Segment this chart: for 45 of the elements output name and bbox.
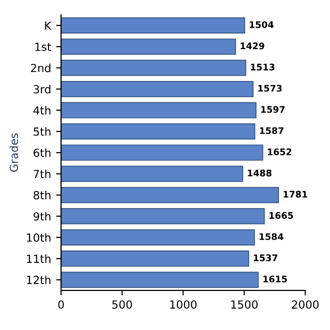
y-tick-label: 4th — [33, 106, 50, 114]
y-tick-label: 2nd — [30, 64, 50, 72]
bar — [61, 186, 279, 204]
data-label: 1584 — [260, 233, 284, 240]
bar — [61, 250, 250, 267]
bar — [61, 17, 246, 34]
x-tick-label: 1000 — [170, 300, 197, 309]
bar — [61, 208, 265, 224]
y-tick-label: 7th — [34, 170, 50, 178]
x-tick-label: 1500 — [231, 300, 258, 309]
data-label: 1573 — [258, 84, 282, 92]
data-label: 1488 — [248, 170, 272, 176]
y-tick-label: 9th — [34, 212, 50, 221]
data-label: 1652 — [268, 148, 292, 156]
bar — [61, 229, 255, 246]
y-tick-label: K — [45, 22, 52, 30]
x-tick-label: 2000 — [292, 300, 319, 309]
bar — [61, 272, 259, 288]
data-label: 1504 — [250, 21, 274, 28]
data-label: 1537 — [254, 254, 278, 262]
bar — [61, 38, 236, 55]
data-label: 1781 — [284, 190, 308, 198]
bar — [61, 123, 256, 140]
y-tick-label: 12th — [27, 276, 50, 284]
data-label: 1615 — [263, 276, 287, 282]
y-tick-label: 8th — [34, 190, 50, 200]
bar — [61, 102, 256, 118]
data-label: 1587 — [260, 127, 284, 134]
bar — [61, 80, 254, 98]
y-tick-label: 1st — [35, 42, 52, 52]
y-tick-label: 5th — [34, 127, 50, 136]
bar — [61, 144, 264, 161]
bar — [61, 60, 246, 76]
y-tick-label: 3rd — [34, 84, 50, 94]
y-tick-label: 11th — [27, 254, 50, 263]
data-label: 1665 — [270, 212, 294, 219]
data-label: 1513 — [250, 64, 274, 70]
y-tick-label: 6th — [34, 148, 50, 158]
data-label: 1597 — [261, 106, 285, 113]
x-tick-label: 0 — [58, 300, 64, 309]
y-tick-label: 10th — [27, 233, 50, 242]
bar — [61, 166, 244, 182]
data-label: 1429 — [240, 42, 264, 50]
x-tick-label: 500 — [112, 300, 132, 309]
y-axis-title: Grades — [9, 133, 18, 172]
